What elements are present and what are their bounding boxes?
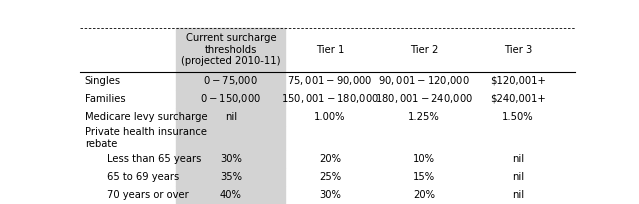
Text: 70 years or over: 70 years or over	[107, 190, 189, 200]
Text: 1.50%: 1.50%	[502, 112, 534, 122]
Text: $240,001+: $240,001+	[490, 94, 546, 104]
Text: 30%: 30%	[319, 190, 341, 200]
Text: 10%: 10%	[413, 154, 435, 164]
Text: Singles: Singles	[85, 76, 121, 86]
Text: 65 to 69 years: 65 to 69 years	[107, 172, 180, 182]
Text: 40%: 40%	[220, 190, 242, 200]
Bar	[176, 28, 286, 72]
Text: Tier 1: Tier 1	[316, 45, 344, 55]
Text: 20%: 20%	[413, 190, 435, 200]
Text: Medicare levy surcharge: Medicare levy surcharge	[85, 112, 208, 122]
Text: Less than 65 years: Less than 65 years	[107, 154, 201, 164]
Text: 15%: 15%	[413, 172, 435, 182]
Text: nil: nil	[512, 154, 524, 164]
Bar	[176, 186, 286, 204]
Text: 1.00%: 1.00%	[314, 112, 346, 122]
Text: $150,001 - $180,000: $150,001 - $180,000	[281, 92, 379, 105]
Bar	[176, 72, 286, 90]
Text: Tier 2: Tier 2	[410, 45, 438, 55]
Bar	[176, 90, 286, 108]
Text: $120,001+: $120,001+	[490, 76, 546, 86]
Text: 30%: 30%	[220, 154, 242, 164]
Text: Current surcharge
thresholds
(projected 2010-11): Current surcharge thresholds (projected …	[181, 33, 281, 66]
Text: $0 - $75,000: $0 - $75,000	[203, 74, 258, 87]
Bar	[176, 168, 286, 186]
Text: nil: nil	[512, 172, 524, 182]
Bar	[176, 108, 286, 126]
Text: $180,001 - $240,000: $180,001 - $240,000	[375, 92, 473, 105]
Text: $0 - $150,000: $0 - $150,000	[200, 92, 261, 105]
Text: 1.25%: 1.25%	[408, 112, 440, 122]
Bar	[176, 150, 286, 168]
Text: Families: Families	[85, 94, 125, 104]
Text: 20%: 20%	[319, 154, 341, 164]
Bar	[176, 126, 286, 150]
Text: Private health insurance
rebate: Private health insurance rebate	[85, 127, 207, 149]
Text: 25%: 25%	[319, 172, 341, 182]
Text: 35%: 35%	[220, 172, 242, 182]
Text: Tier 3: Tier 3	[504, 45, 532, 55]
Text: $75,001 - $90,000: $75,001 - $90,000	[287, 74, 373, 87]
Text: $90,001 - $120,000: $90,001 - $120,000	[378, 74, 470, 87]
Text: nil: nil	[225, 112, 237, 122]
Text: nil: nil	[512, 190, 524, 200]
